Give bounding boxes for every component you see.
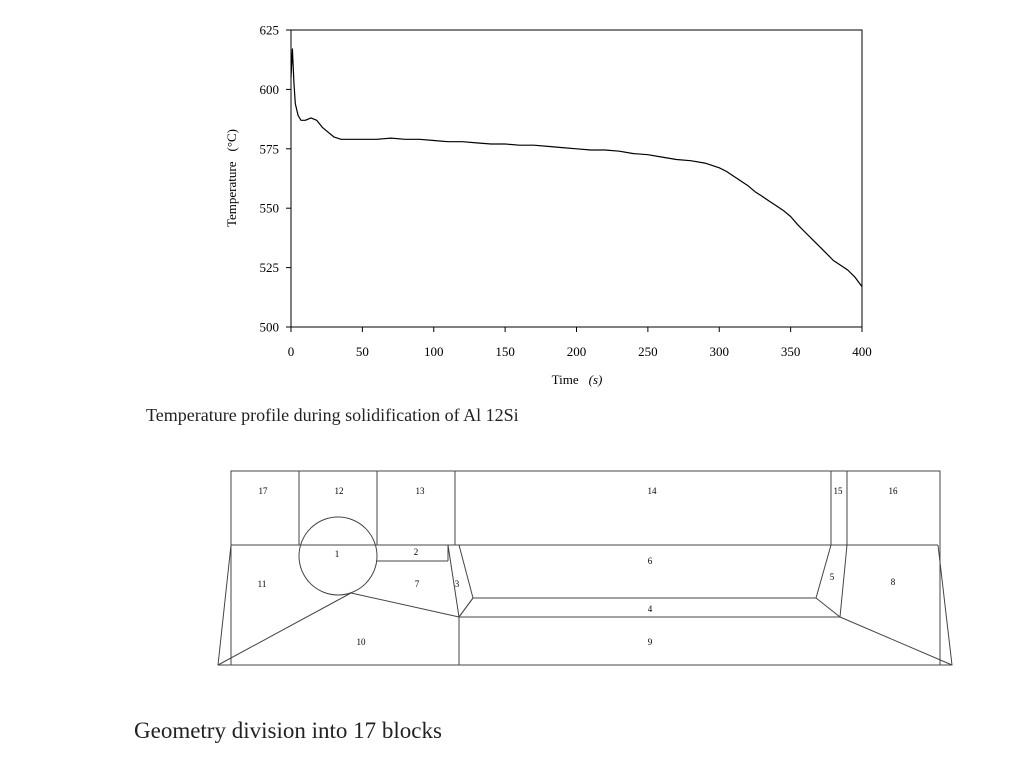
block-label: 17 [259,486,269,496]
y-tick-label: 625 [260,23,280,38]
y-axis-label: Temperature(°C) [224,129,239,227]
x-axis-label: Time (s) [552,372,603,387]
block-label: 7 [415,579,420,589]
y-tick-label: 575 [260,141,280,156]
block-label: 15 [834,486,844,496]
y-tick-label: 525 [260,260,280,275]
x-tick-label: 0 [288,344,295,359]
block-label: 13 [416,486,426,496]
block-3-outline [447,544,474,619]
x-tick-label: 200 [567,344,587,359]
block-label: 10 [357,637,367,647]
x-tick-label: 250 [638,344,658,359]
geometry-frame-lines [217,544,953,666]
block-label: 3 [455,579,460,589]
block-label: 1 [335,549,340,559]
geometry-caption: Geometry division into 17 blocks [134,718,442,743]
y-tick-label: 600 [260,82,280,97]
chart-caption: Temperature profile during solidificatio… [146,405,519,425]
block-label: 14 [648,486,658,496]
divider-line [839,544,848,618]
block-label: 11 [258,579,267,589]
block-label: 5 [830,572,835,582]
temperature-series-line [290,48,863,287]
divider-line [217,592,352,666]
y-tick-label: 500 [260,320,280,335]
divider-line [350,592,460,618]
block-label: 16 [889,486,899,496]
x-tick-label: 400 [852,344,872,359]
block-label: 6 [648,556,653,566]
geometry-outer-frame [230,470,941,666]
x-tick-label: 150 [495,344,515,359]
block-1-circle [298,516,378,596]
y-tick-label: 550 [260,201,280,216]
block-label: 4 [648,604,653,614]
block-label: 2 [414,547,419,557]
x-tick-label: 350 [781,344,801,359]
divider-line [839,616,953,666]
block-label: 9 [648,637,653,647]
block-label: 12 [335,486,344,496]
temperature-chart: 0 50 100 150 200 250 300 350 400 500 525 550 575 600 6… [224,23,872,388]
divider-line [815,544,832,599]
block-label: 8 [891,577,896,587]
x-tick-label: 300 [710,344,730,359]
x-tick-label: 50 [356,344,369,359]
x-tick-label: 100 [424,344,444,359]
